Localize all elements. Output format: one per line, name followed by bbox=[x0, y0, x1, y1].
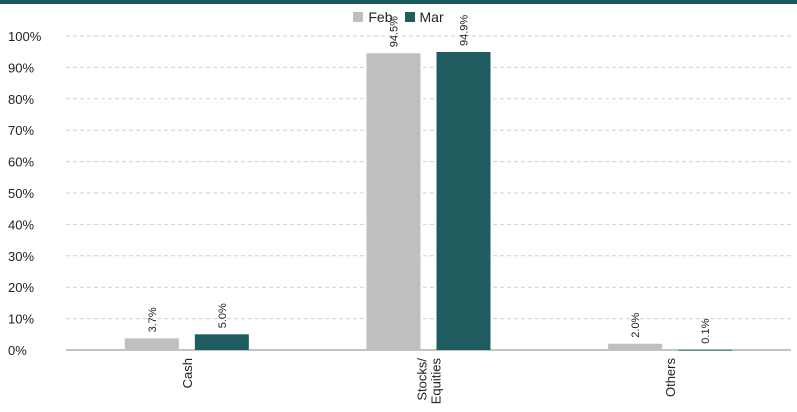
bar-mar bbox=[194, 334, 249, 350]
y-tick-label: 100% bbox=[8, 29, 42, 44]
x-category-label-line: Others bbox=[663, 358, 678, 398]
y-tick-label: 80% bbox=[8, 92, 34, 107]
legend-label-feb: Feb bbox=[368, 9, 393, 25]
legend-label-mar: Mar bbox=[419, 9, 444, 25]
data-label: 2.0% bbox=[630, 312, 642, 337]
bar-mar bbox=[436, 52, 491, 350]
legend-swatch-feb bbox=[353, 12, 364, 22]
y-tick-label: 90% bbox=[8, 60, 34, 75]
y-tick-label: 10% bbox=[8, 312, 34, 327]
data-label: 94.9% bbox=[459, 15, 471, 46]
y-tick-label: 40% bbox=[8, 217, 34, 232]
top-accent-bar bbox=[0, 0, 797, 4]
bar-feb bbox=[366, 53, 421, 351]
data-label: 3.7% bbox=[147, 307, 159, 332]
x-category-label-line: Stocks/ bbox=[415, 358, 430, 401]
x-category-label-line: Equities bbox=[429, 358, 444, 405]
x-category-label: Cash bbox=[180, 358, 195, 388]
y-tick-label: 0% bbox=[8, 343, 27, 358]
bar-feb bbox=[124, 338, 179, 350]
data-label: 94.5% bbox=[389, 16, 401, 47]
y-tick-label: 30% bbox=[8, 249, 34, 264]
legend-item-mar: Mar bbox=[404, 9, 444, 25]
data-label: 0.1% bbox=[700, 318, 712, 343]
legend-swatch-mar bbox=[404, 12, 415, 22]
bar-feb bbox=[608, 343, 663, 350]
y-tick-label: 50% bbox=[8, 186, 34, 201]
bar-mar bbox=[678, 349, 733, 351]
y-tick-label: 60% bbox=[8, 155, 34, 170]
chart-legend: Feb Mar bbox=[0, 9, 797, 25]
y-tick-label: 70% bbox=[8, 123, 34, 138]
x-category-label: Others bbox=[663, 358, 678, 398]
data-label: 5.0% bbox=[217, 303, 229, 328]
x-category-label-line: Cash bbox=[180, 358, 195, 388]
x-category-label: Stocks/Equities bbox=[415, 358, 444, 405]
y-tick-label: 20% bbox=[8, 280, 34, 295]
legend-item-feb: Feb bbox=[353, 9, 393, 25]
